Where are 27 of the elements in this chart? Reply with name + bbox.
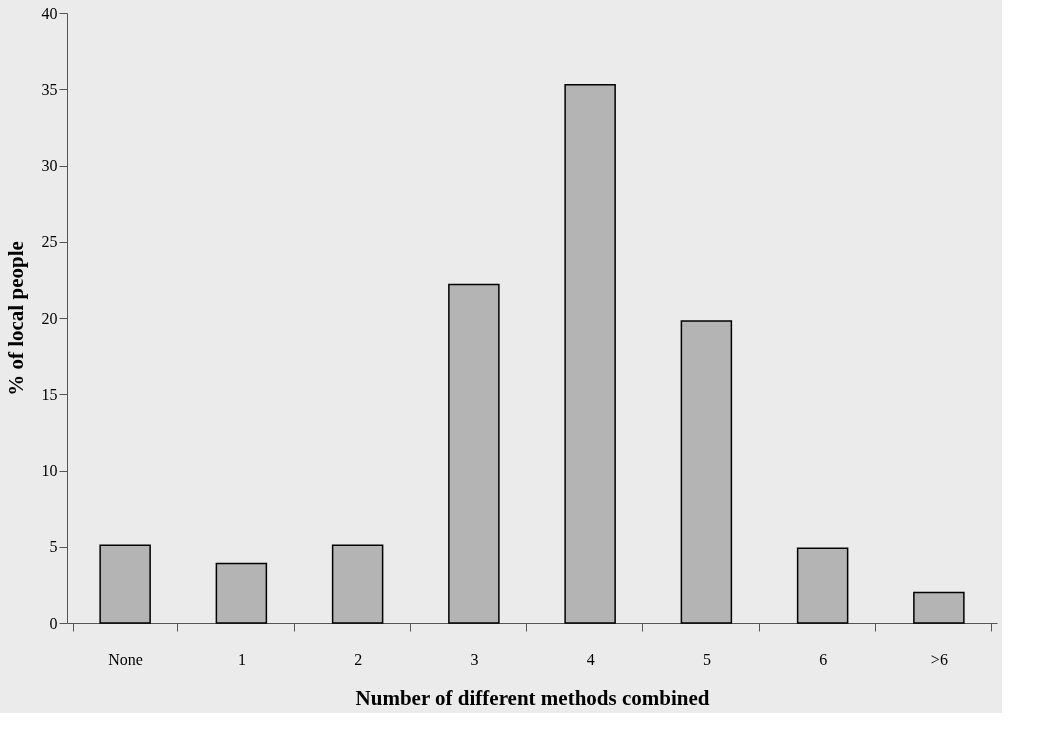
y-tick-label: 30 xyxy=(41,157,58,174)
y-tick-label: 0 xyxy=(49,614,58,632)
y-tick-label: 40 xyxy=(41,4,58,22)
bar xyxy=(913,591,965,624)
x-tick-label: >6 xyxy=(930,650,948,668)
y-tick-label: 15 xyxy=(41,385,58,403)
bar xyxy=(215,562,268,624)
x-axis-title: Number of different methods combined xyxy=(355,685,710,710)
y-tick-label: 35 xyxy=(41,80,58,98)
y-tick-label: 20 xyxy=(41,309,58,327)
bar xyxy=(680,320,733,624)
bar xyxy=(448,283,500,624)
x-tick-label: 1 xyxy=(237,650,246,668)
x-tick-label: 2 xyxy=(354,650,363,668)
bar xyxy=(99,544,151,624)
y-tick-label: 25 xyxy=(41,233,58,251)
x-tick-label: 5 xyxy=(702,650,711,668)
y-tick-label: 5 xyxy=(49,538,58,556)
x-tick-label: 3 xyxy=(470,650,479,668)
x-tick-label: 6 xyxy=(819,650,828,668)
y-axis-title: % of local people xyxy=(3,241,28,396)
y-tick-label: 10 xyxy=(41,462,58,479)
x-tick-label: None xyxy=(108,650,143,668)
bar xyxy=(796,547,849,624)
x-tick-label: 4 xyxy=(586,650,595,668)
bar xyxy=(331,544,384,624)
bar xyxy=(564,83,616,624)
